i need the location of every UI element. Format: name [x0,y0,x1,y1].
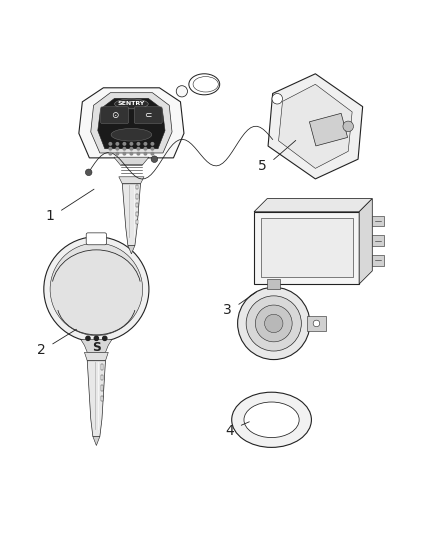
Bar [101,396,103,401]
Bar [136,195,138,198]
Circle shape [109,152,112,155]
Circle shape [343,121,353,132]
Text: 1: 1 [46,209,55,223]
Polygon shape [85,352,108,361]
Bar [101,375,103,381]
Text: 2: 2 [37,343,46,357]
Polygon shape [81,340,112,352]
Circle shape [176,86,187,97]
Bar [101,364,103,370]
Circle shape [130,148,133,150]
Ellipse shape [111,128,152,141]
Circle shape [151,152,154,155]
Circle shape [144,148,147,150]
Polygon shape [254,199,372,212]
Polygon shape [122,184,141,246]
Bar [372,236,384,246]
Circle shape [109,148,112,150]
Polygon shape [279,84,352,168]
Circle shape [151,156,158,163]
Circle shape [265,314,283,333]
Polygon shape [359,199,372,284]
FancyBboxPatch shape [101,107,128,124]
Bar [136,185,138,189]
Circle shape [255,305,292,342]
Bar [136,203,138,207]
FancyBboxPatch shape [86,233,106,245]
Bar [254,212,359,284]
Text: S: S [92,341,101,354]
Circle shape [85,169,92,175]
Polygon shape [119,177,144,184]
Circle shape [102,336,107,341]
Bar [136,212,138,216]
Polygon shape [114,157,149,166]
Circle shape [116,143,119,145]
Ellipse shape [232,392,311,447]
Circle shape [246,296,301,351]
Circle shape [123,148,126,150]
Polygon shape [268,74,363,179]
Text: 3: 3 [223,303,232,317]
Text: ⊂: ⊂ [145,111,152,119]
Circle shape [137,143,140,145]
Circle shape [237,287,310,360]
Bar [136,220,138,224]
Circle shape [116,152,119,155]
Circle shape [50,243,143,336]
Ellipse shape [244,402,299,438]
Circle shape [144,143,147,145]
Polygon shape [309,114,348,146]
Polygon shape [98,98,165,149]
Circle shape [116,148,119,150]
Text: 5: 5 [258,159,267,173]
Circle shape [130,143,133,145]
Circle shape [151,143,154,145]
FancyBboxPatch shape [134,107,162,124]
FancyBboxPatch shape [307,316,326,332]
Circle shape [137,152,140,155]
Bar [267,279,280,289]
Circle shape [123,152,126,155]
Polygon shape [128,246,135,254]
Circle shape [86,336,90,341]
Polygon shape [93,437,100,446]
Circle shape [123,143,126,145]
Circle shape [272,93,283,104]
Text: ⊙: ⊙ [111,111,118,119]
Bar [372,255,384,265]
Polygon shape [79,88,184,158]
Polygon shape [87,361,106,437]
Circle shape [130,152,133,155]
Circle shape [94,336,99,341]
Circle shape [44,237,149,342]
Circle shape [144,152,147,155]
Circle shape [151,148,154,150]
Polygon shape [91,93,172,153]
Bar [101,385,103,391]
Bar [261,219,353,278]
Ellipse shape [115,99,148,109]
Circle shape [313,320,320,327]
Bar [372,216,384,226]
Text: 4: 4 [226,424,234,438]
Circle shape [137,148,140,150]
Circle shape [109,143,112,145]
Text: SENTRY: SENTRY [118,101,145,107]
